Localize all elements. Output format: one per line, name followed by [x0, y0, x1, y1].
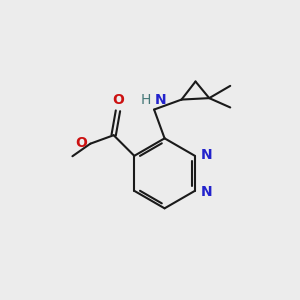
Text: H: H [141, 93, 151, 106]
Text: N: N [201, 185, 212, 199]
Text: O: O [112, 93, 124, 107]
Text: O: O [76, 136, 87, 150]
Text: N: N [201, 148, 212, 162]
Text: N: N [155, 93, 166, 106]
